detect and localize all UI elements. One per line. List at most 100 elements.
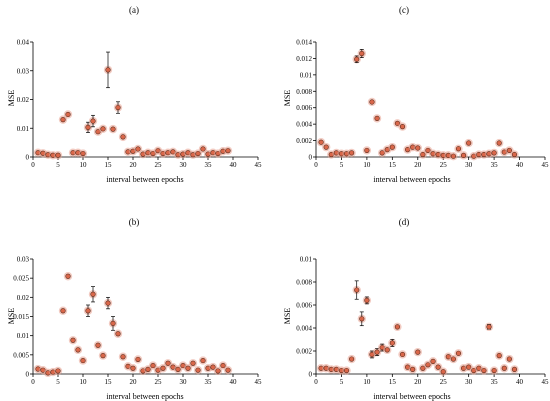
plot-area-a: 0 5 10 15 20 25 30 35 40 45 0 0.01 0.02 0.03 0.04 [17, 39, 262, 170]
x-tick-label-a: 25 [155, 161, 163, 169]
data-point-c [318, 139, 324, 145]
data-point-c [364, 147, 370, 154]
x-tick-label-a: 0 [31, 161, 35, 169]
y-tick-label-b: 0.03 [17, 256, 30, 264]
data-point-d [384, 347, 390, 353]
x-tick-label-b: 10 [80, 378, 88, 386]
data-point-d [506, 356, 512, 362]
data-point-a [80, 150, 86, 157]
data-point-b [150, 362, 156, 369]
y-tick-label-c: 0.002 [296, 137, 312, 145]
data-point-c [491, 150, 497, 156]
x-tick-label-c: 15 [389, 161, 397, 169]
data-point-c [511, 151, 518, 158]
y-tick-label-a: 0.04 [17, 39, 30, 47]
data-point-d [511, 366, 518, 373]
x-tick-label-d: 0 [314, 378, 318, 386]
y-tick-label-a: 0.03 [17, 67, 30, 75]
data-point-d [354, 287, 360, 293]
x-tick-label-a: 20 [130, 161, 138, 169]
x-tick-label-b: 25 [155, 378, 163, 386]
data-point-b [160, 365, 166, 371]
data-point-d [430, 358, 436, 364]
x-tick-label-d: 45 [542, 378, 550, 386]
ylabel-b: MSE [7, 308, 16, 325]
data-point-c [496, 140, 502, 146]
data-point-b [100, 353, 106, 359]
x-tick-label-a: 45 [255, 161, 263, 169]
panel-label-d: (d) [399, 217, 410, 227]
data-point-c [379, 150, 385, 156]
data-point-a [135, 146, 141, 152]
x-tick-label-d: 20 [414, 378, 422, 386]
x-tick-label-b: 35 [205, 378, 213, 386]
x-tick-label-b: 5 [56, 378, 60, 386]
x-tick-label-c: 20 [414, 161, 422, 169]
x-tick-label-c: 10 [363, 161, 371, 169]
data-point-a [195, 150, 201, 157]
panel-c: (c) MSE interval between epochs 0 5 10 15 20… [283, 5, 549, 184]
data-point-a [110, 126, 116, 132]
plot-area-d: 0 5 10 15 20 25 30 35 40 45 0 0.002 0.004 0.006 0.008 0… [296, 256, 549, 387]
y-tick-label-d: 0.006 [296, 302, 312, 310]
y-tick-label-b: 0.01 [17, 332, 30, 340]
x-tick-label-a: 35 [205, 161, 213, 169]
data-point-b [210, 364, 216, 370]
data-point-d [455, 350, 462, 356]
data-point-b [95, 342, 101, 348]
y-tick-label-b: 0 [26, 371, 30, 379]
data-point-b [80, 357, 86, 364]
panel-a: (a) MSE interval between epochs 0 5 10 15 20… [7, 5, 262, 184]
data-point-a [225, 148, 231, 154]
data-point-c [394, 120, 401, 126]
data-point-d [415, 349, 421, 355]
x-tick-label-a: 15 [105, 161, 113, 169]
x-tick-label-c: 30 [465, 161, 473, 169]
data-point-b [190, 360, 196, 366]
data-point-d [440, 369, 446, 375]
y-tick-label-b: 0.02 [17, 294, 30, 302]
y-tick-label-a: 0 [26, 154, 30, 162]
x-tick-label-d: 35 [491, 378, 499, 386]
data-point-d [410, 366, 416, 373]
data-point-b [175, 366, 181, 373]
data-point-b [215, 368, 221, 374]
panel-d: (d) MSE interval between epochs 0 5 10 15 20… [283, 217, 549, 401]
data-point-d [435, 364, 441, 370]
data-point-d [466, 364, 472, 370]
data-point-a [60, 117, 66, 123]
data-point-b [115, 331, 121, 337]
plot-area-c: 0 5 10 15 20 25 30 35 40 45 0 0.002 0.004 0.006 0.008 0… [296, 39, 549, 170]
data-point-a [100, 126, 106, 132]
y-tick-label-c: 0.006 [296, 104, 312, 112]
data-point-d [364, 297, 370, 304]
data-point-c [420, 151, 426, 158]
data-point-a [85, 124, 91, 130]
y-tick-label-a: 0.01 [17, 125, 30, 133]
data-point-c [425, 147, 431, 154]
panel-label-a: (a) [129, 5, 139, 15]
data-point-c [399, 124, 406, 130]
data-point-b [85, 308, 91, 314]
y-tick-label-d: 0.008 [296, 279, 312, 287]
xlabel-c: interval between epochs [373, 175, 450, 184]
data-point-b [135, 356, 141, 363]
y-tick-label-c: 0.014 [296, 39, 312, 47]
panel-label-b: (b) [129, 217, 140, 227]
data-point-b [195, 367, 201, 373]
plot-area-b: 0 5 10 15 20 25 30 35 40 45 0 0.005 0.01 0.015 0.02 0.0… [13, 256, 262, 387]
x-tick-label-b: 20 [130, 378, 138, 386]
data-point-d [496, 353, 502, 359]
data-point-b [145, 366, 151, 373]
data-point-b [225, 367, 231, 373]
data-point-c [450, 153, 457, 159]
x-tick-label-d: 30 [465, 378, 473, 386]
data-point-d [349, 356, 355, 362]
data-point-c [369, 99, 375, 105]
data-point-a [115, 104, 121, 111]
data-point-d [491, 367, 497, 374]
data-point-b [105, 300, 111, 306]
data-point-a [55, 152, 61, 158]
x-tick-label-b: 30 [180, 378, 188, 386]
data-point-d [425, 362, 431, 368]
